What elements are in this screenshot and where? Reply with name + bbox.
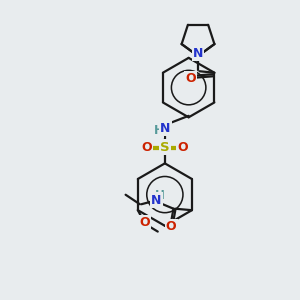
Text: N: N: [151, 194, 161, 207]
Text: H: H: [153, 124, 163, 136]
Text: N: N: [160, 122, 171, 134]
Text: H: H: [155, 189, 165, 203]
Text: O: O: [166, 220, 176, 233]
Text: O: O: [140, 216, 150, 229]
Text: S: S: [160, 140, 170, 154]
Text: N: N: [193, 47, 203, 60]
Text: O: O: [185, 72, 196, 85]
Text: O: O: [177, 140, 188, 154]
Text: O: O: [142, 140, 152, 154]
